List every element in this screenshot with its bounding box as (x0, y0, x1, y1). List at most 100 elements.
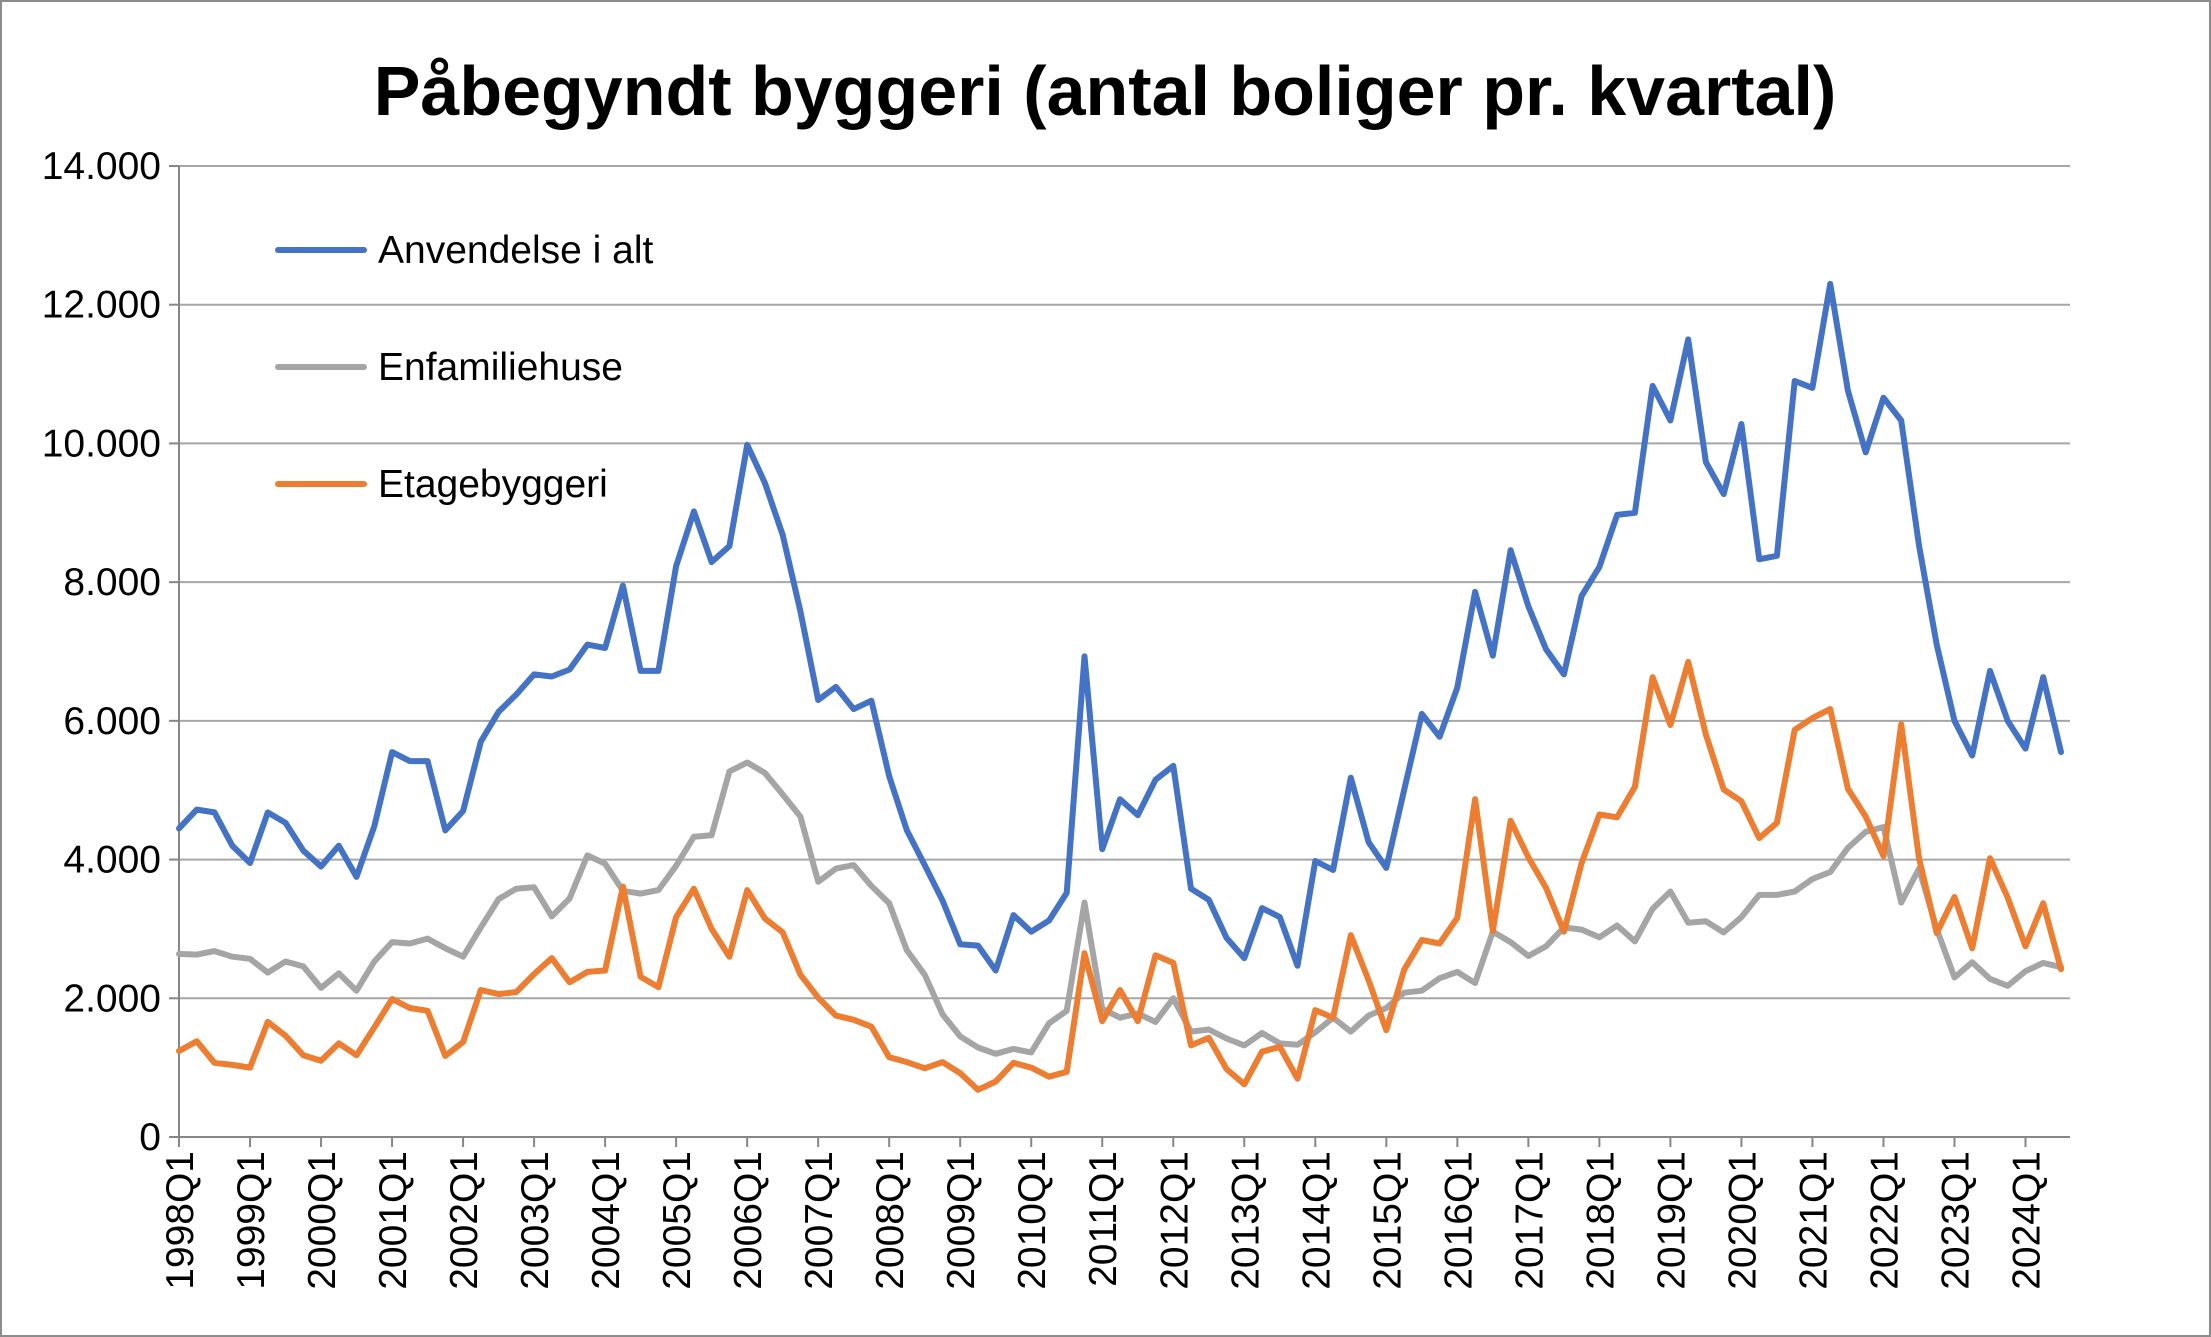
data-point (2061, 969, 2062, 970)
data-point (995, 1081, 996, 1082)
data-point (196, 954, 197, 955)
data-point (303, 1055, 304, 1056)
data-point (1439, 943, 1440, 944)
x-tick-label: 2023Q1 (1934, 1151, 1977, 1290)
data-point (1013, 915, 1014, 916)
x-axis: 1998Q1 1999Q1 2000Q1 2001Q1 2002Q1 2003Q1 2004… (159, 166, 2070, 1290)
data-point (605, 970, 606, 971)
data-point (445, 948, 446, 949)
data-point (1048, 1023, 1049, 1024)
data-point (1226, 937, 1227, 938)
data-point (1741, 801, 1742, 802)
data-point (1670, 891, 1671, 892)
data-point (1652, 677, 1653, 678)
data-point (1421, 713, 1422, 714)
data-point (676, 566, 677, 567)
data-point (1599, 814, 1600, 815)
data-point (1279, 1043, 1280, 1044)
data-point (1297, 1078, 1298, 1079)
y-tick-label: 2.000 (63, 977, 161, 1020)
data-point (303, 850, 304, 851)
x-tick-label: 1998Q1 (159, 1151, 202, 1290)
data-point (1155, 955, 1156, 956)
data-point (1510, 820, 1511, 821)
data-point (1812, 387, 1813, 388)
data-point (1297, 965, 1298, 966)
data-point (1173, 765, 1174, 766)
data-point (1457, 917, 1458, 918)
y-tick-label: 14.000 (42, 145, 161, 188)
data-point (1901, 902, 1902, 903)
data-point (587, 644, 588, 645)
x-tick-label: 2012Q1 (1153, 1151, 1196, 1290)
data-point (605, 648, 606, 649)
data-point (1333, 869, 1334, 870)
data-point (374, 961, 375, 962)
data-point (977, 1089, 978, 1090)
data-point (1759, 838, 1760, 839)
data-point (1244, 1045, 1245, 1046)
data-point (1918, 858, 1919, 859)
data-point (1812, 878, 1813, 879)
y-tick-label: 10.000 (42, 422, 161, 465)
data-point (942, 1062, 943, 1063)
data-point (569, 669, 570, 670)
data-point (1634, 512, 1635, 513)
data-point (871, 1026, 872, 1027)
data-point (1918, 545, 1919, 546)
legend-label: Enfamiliehuse (378, 346, 623, 389)
data-point (356, 876, 357, 877)
data-point (480, 927, 481, 928)
series-line-2 (176, 658, 2064, 1093)
x-tick-label: 2020Q1 (1721, 1151, 1764, 1290)
data-point (196, 1041, 197, 1042)
data-point (1031, 1052, 1032, 1053)
data-point (1492, 655, 1493, 656)
data-point (1847, 788, 1848, 789)
data-point (516, 888, 517, 889)
data-point (214, 951, 215, 952)
x-tick-label: 2015Q1 (1366, 1151, 1409, 1290)
data-point (445, 830, 446, 831)
data-point (747, 444, 748, 445)
data-point (835, 868, 836, 869)
data-point (960, 944, 961, 945)
data-point (729, 771, 730, 772)
x-tick-label: 2002Q1 (443, 1151, 486, 1290)
data-point (1226, 1038, 1227, 1039)
data-point (764, 772, 765, 773)
data-point (640, 893, 641, 894)
data-point (1333, 1017, 1334, 1018)
data-point (1421, 990, 1422, 991)
y-tick-label: 6.000 (63, 700, 161, 743)
data-point (1936, 644, 1937, 645)
data-point (729, 546, 730, 547)
data-point (1794, 729, 1795, 730)
y-axis-tick-labels: 0 2.000 4.000 6.000 8.000 10.000 12.000 14.000 (42, 145, 179, 1159)
data-point (853, 1019, 854, 1020)
x-tick-label: 2016Q1 (1437, 1151, 1480, 1290)
data-point (1830, 709, 1831, 710)
data-point (818, 700, 819, 701)
data-point (427, 1010, 428, 1011)
data-point (1776, 555, 1777, 556)
data-point (1989, 858, 1990, 859)
data-point (1989, 670, 1990, 671)
data-point (1492, 931, 1493, 932)
data-point (1705, 462, 1706, 463)
data-point (1262, 1051, 1263, 1052)
data-point (214, 812, 215, 813)
data-point (764, 918, 765, 919)
data-point (818, 881, 819, 882)
data-point (1972, 962, 1973, 963)
x-tick-label: 2024Q1 (2005, 1151, 2048, 1290)
data-point (835, 1015, 836, 1016)
data-point (729, 956, 730, 957)
data-point (1812, 718, 1813, 719)
data-point (427, 761, 428, 762)
data-point (498, 711, 499, 712)
data-point (1883, 397, 1884, 398)
y-tick-label: 8.000 (63, 561, 161, 604)
data-point (516, 694, 517, 695)
data-point (977, 945, 978, 946)
